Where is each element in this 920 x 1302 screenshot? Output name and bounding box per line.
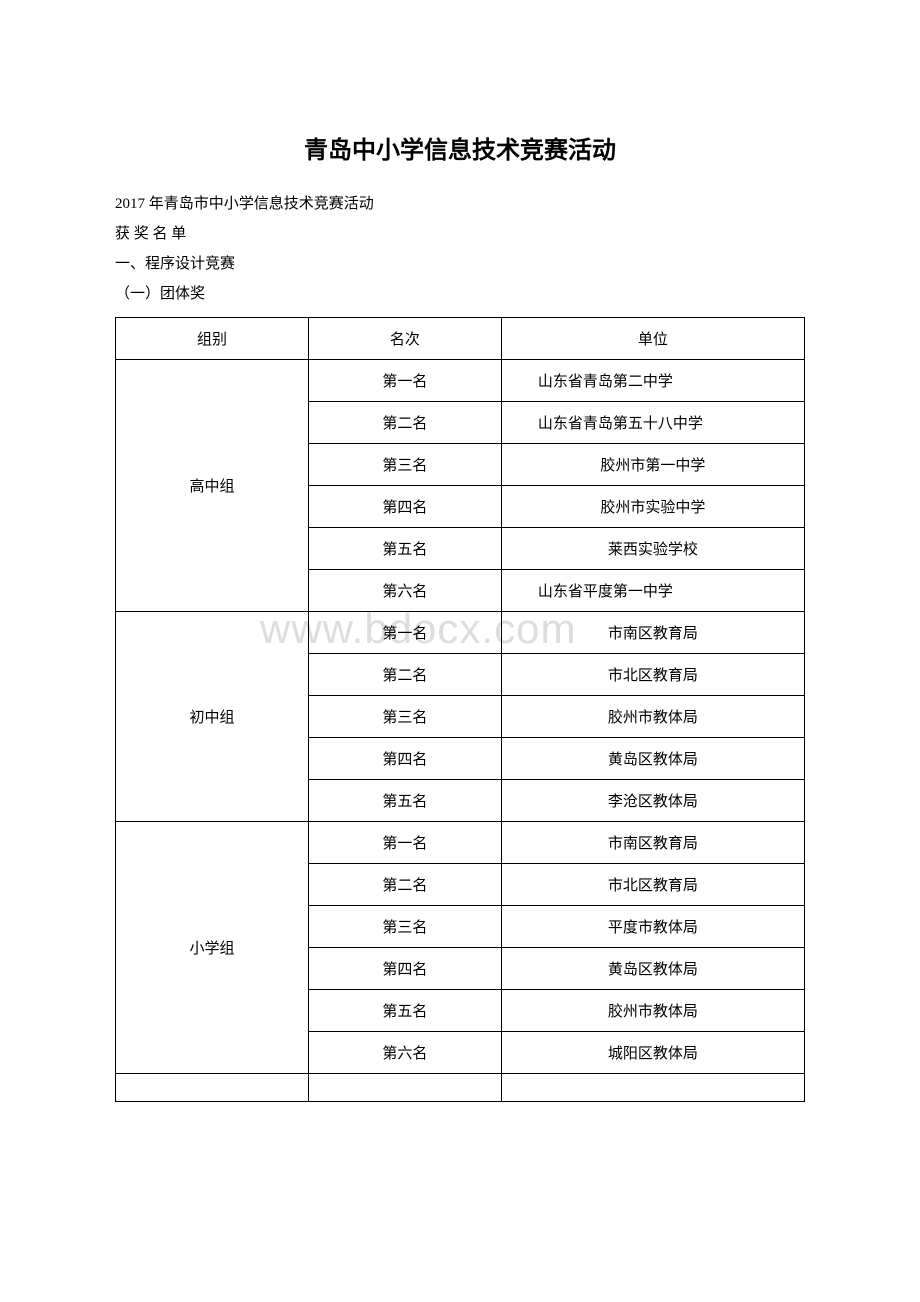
unit-cell: 黄岛区教体局	[501, 948, 804, 990]
rank-cell: 第五名	[308, 528, 501, 570]
unit-cell: 胶州市教体局	[501, 696, 804, 738]
unit-cell: 市南区教育局	[501, 822, 804, 864]
table-row: 初中组第一名市南区教育局	[116, 612, 805, 654]
table-row: 高中组第一名山东省青岛第二中学	[116, 360, 805, 402]
rank-cell: 第四名	[308, 948, 501, 990]
rank-cell: 第二名	[308, 402, 501, 444]
empty-cell	[116, 1074, 309, 1102]
unit-cell: 胶州市教体局	[501, 990, 804, 1032]
unit-cell: 莱西实验学校	[501, 528, 804, 570]
table-row-empty	[116, 1074, 805, 1102]
awards-table: 组别 名次 单位 高中组第一名山东省青岛第二中学第二名山东省青岛第五十八中学第三…	[115, 317, 805, 1102]
group-cell: 高中组	[116, 360, 309, 612]
rank-cell: 第一名	[308, 612, 501, 654]
rank-cell: 第四名	[308, 738, 501, 780]
unit-cell: 市南区教育局	[501, 612, 804, 654]
unit-cell: 胶州市第一中学	[501, 444, 804, 486]
document-content: 青岛中小学信息技术竞赛活动 2017 年青岛市中小学信息技术竞赛活动 获 奖 名…	[115, 130, 805, 1102]
col-group: 组别	[116, 318, 309, 360]
rank-cell: 第三名	[308, 906, 501, 948]
rank-cell: 第四名	[308, 486, 501, 528]
rank-cell: 第二名	[308, 864, 501, 906]
group-cell: 初中组	[116, 612, 309, 822]
unit-cell: 山东省青岛第二中学	[501, 360, 804, 402]
unit-cell: 平度市教体局	[501, 906, 804, 948]
empty-cell	[501, 1074, 804, 1102]
rank-cell: 第三名	[308, 444, 501, 486]
table-header-row: 组别 名次 单位	[116, 318, 805, 360]
page-title: 青岛中小学信息技术竞赛活动	[115, 130, 805, 165]
intro-line-3: 一、程序设计竞赛	[115, 249, 805, 279]
rank-cell: 第五名	[308, 990, 501, 1032]
intro-line-1: 2017 年青岛市中小学信息技术竞赛活动	[115, 189, 805, 219]
unit-cell: 山东省青岛第五十八中学	[501, 402, 804, 444]
unit-cell: 黄岛区教体局	[501, 738, 804, 780]
unit-cell: 市北区教育局	[501, 654, 804, 696]
unit-cell: 市北区教育局	[501, 864, 804, 906]
rank-cell: 第三名	[308, 696, 501, 738]
empty-cell	[308, 1074, 501, 1102]
rank-cell: 第一名	[308, 822, 501, 864]
unit-cell: 李沧区教体局	[501, 780, 804, 822]
unit-cell: 山东省平度第一中学	[501, 570, 804, 612]
rank-cell: 第六名	[308, 570, 501, 612]
intro-line-2: 获 奖 名 单	[115, 219, 805, 249]
col-rank: 名次	[308, 318, 501, 360]
unit-cell: 城阳区教体局	[501, 1032, 804, 1074]
unit-cell: 胶州市实验中学	[501, 486, 804, 528]
rank-cell: 第五名	[308, 780, 501, 822]
rank-cell: 第六名	[308, 1032, 501, 1074]
rank-cell: 第一名	[308, 360, 501, 402]
col-unit: 单位	[501, 318, 804, 360]
group-cell: 小学组	[116, 822, 309, 1074]
intro-line-4: （一）团体奖	[115, 279, 805, 309]
table-row: 小学组第一名市南区教育局	[116, 822, 805, 864]
rank-cell: 第二名	[308, 654, 501, 696]
